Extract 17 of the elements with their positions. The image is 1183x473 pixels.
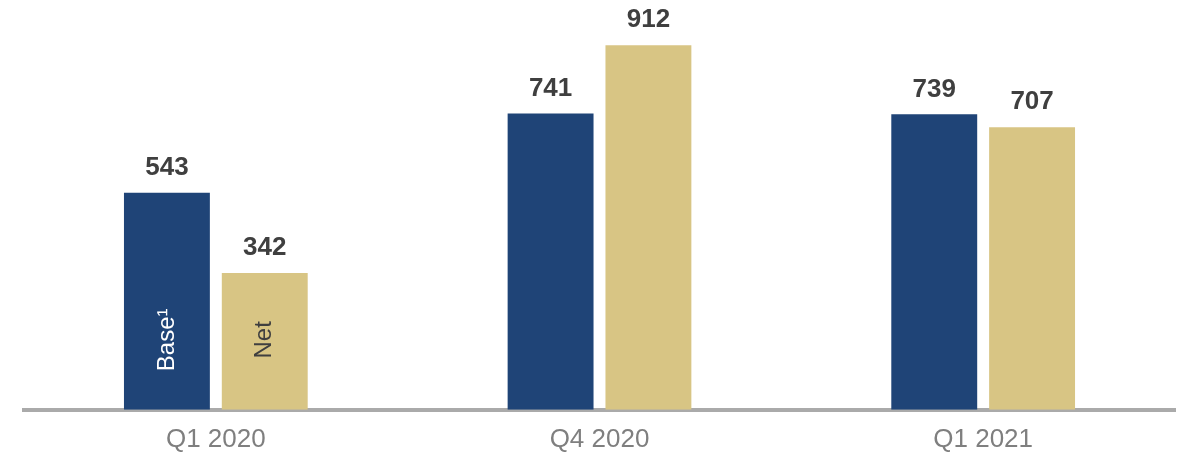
bar	[891, 114, 978, 410]
x-tick-label: Q1 2021	[933, 422, 1034, 453]
bar	[507, 113, 594, 410]
data-label: 739	[912, 72, 956, 103]
x-tick-label: Q1 2020	[165, 422, 266, 453]
series-label: Base¹	[151, 308, 179, 372]
data-label: 741	[528, 71, 573, 102]
bar	[989, 127, 1076, 410]
data-label: 342	[243, 231, 287, 262]
bar	[605, 45, 692, 410]
data-label: 543	[145, 150, 189, 181]
x-tick-label: Q4 2020	[549, 422, 650, 453]
bar	[221, 273, 308, 410]
series-label: Net	[249, 320, 277, 359]
bar	[123, 192, 210, 410]
data-label: 912	[626, 3, 671, 34]
data-label: 707	[1010, 85, 1054, 116]
